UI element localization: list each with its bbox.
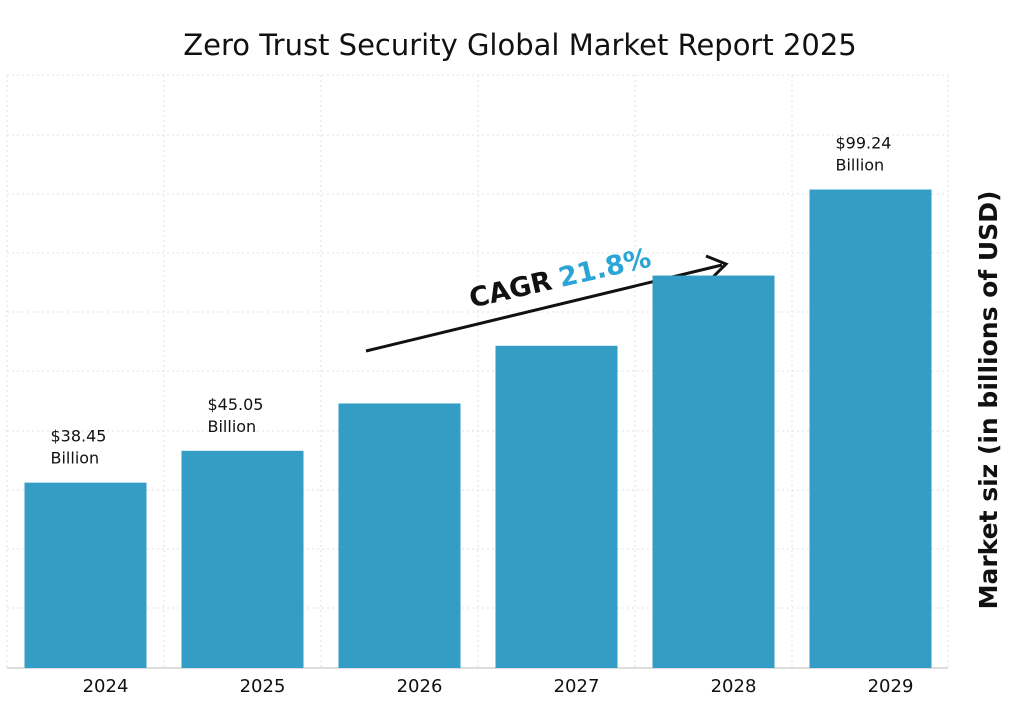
value-label-line: Billion bbox=[836, 155, 885, 174]
cagr-arrow-head bbox=[705, 254, 729, 280]
x-tick-label: 2025 bbox=[240, 676, 286, 697]
x-tick-label: 2029 bbox=[868, 676, 914, 697]
chart-title: Zero Trust Security Global Market Report… bbox=[183, 28, 857, 62]
value-label-line: $38.45 bbox=[51, 426, 107, 445]
value-label-line: $99.24 bbox=[836, 133, 892, 152]
bar bbox=[652, 275, 775, 668]
grid bbox=[6, 74, 949, 668]
x-tick-label: 2026 bbox=[397, 676, 443, 697]
x-tick-label: 2027 bbox=[554, 676, 600, 697]
value-label-line: $45.05 bbox=[208, 394, 264, 413]
cagr-label: CAGR bbox=[466, 265, 555, 314]
bar bbox=[24, 482, 147, 668]
value-label: $45.05 Billion bbox=[208, 394, 264, 435]
bar bbox=[338, 403, 461, 668]
value-label: $38.45 Billion bbox=[51, 426, 107, 467]
value-label: $99.24 Billion bbox=[836, 133, 892, 174]
y-axis-label: Market siz (in billions of USD) bbox=[974, 191, 1003, 610]
value-label-line: Billion bbox=[51, 448, 100, 467]
x-tick-label: 2024 bbox=[83, 676, 129, 697]
value-label-line: Billion bbox=[208, 416, 257, 435]
x-tick-label: 2028 bbox=[711, 676, 757, 697]
bar bbox=[809, 189, 932, 669]
bar bbox=[495, 345, 618, 668]
bar bbox=[181, 450, 304, 668]
